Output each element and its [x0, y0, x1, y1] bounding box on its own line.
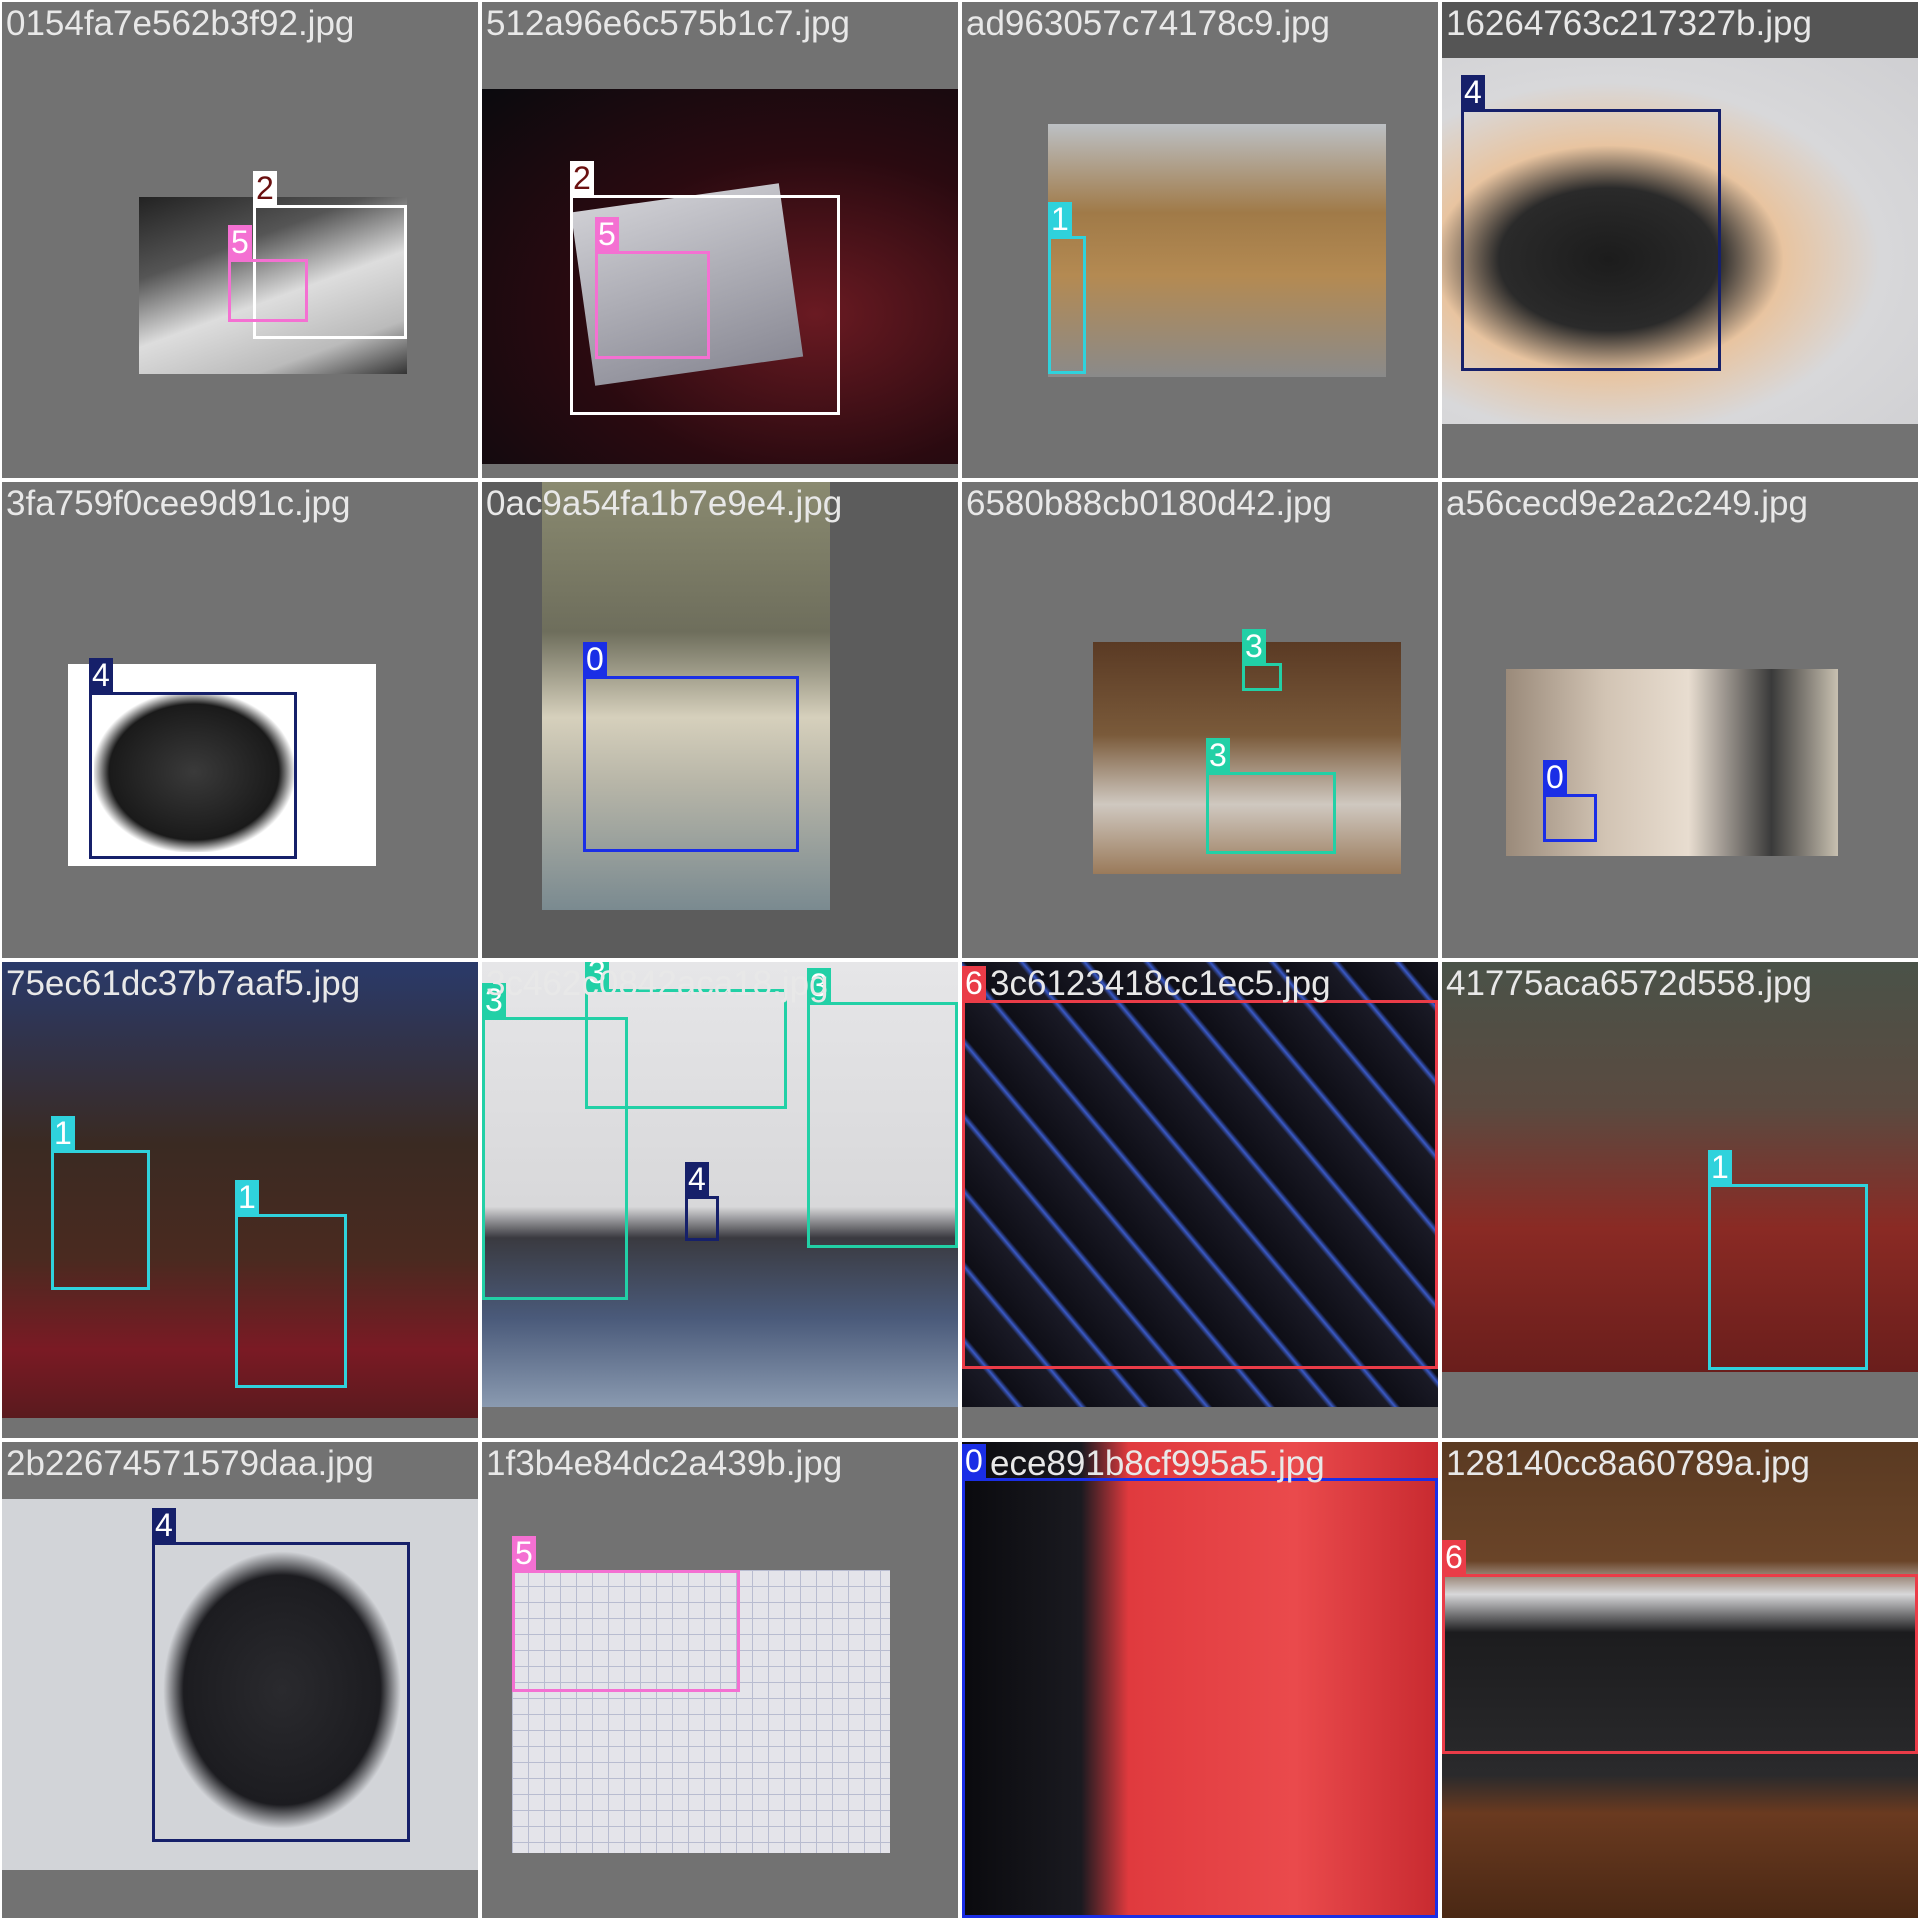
label-5: 5	[512, 1536, 536, 1570]
tile-2: 2 5 512a96e6c575b1c7.jpg	[482, 2, 958, 478]
bbox-4	[89, 692, 297, 859]
photo	[1093, 642, 1401, 874]
tile-6: 0 0ac9a54fa1b7e9e4.jpg	[482, 482, 958, 958]
mouse	[162, 1550, 402, 1830]
label-4: 4	[152, 1508, 176, 1542]
filename: 512a96e6c575b1c7.jpg	[486, 4, 850, 43]
label-5: 5	[595, 217, 619, 251]
bbox-3	[482, 1017, 628, 1300]
label-3: 3	[1242, 629, 1266, 663]
tile-4: 4 16264763c217327b.jpg	[1442, 2, 1918, 478]
label-0: 0	[1543, 760, 1567, 794]
label-0: 0	[583, 642, 607, 676]
bbox-2	[253, 205, 407, 339]
filename: a56cecd9e2a2c249.jpg	[1446, 484, 1808, 523]
mouse	[94, 692, 294, 852]
tile-13: 4 2b22674571579daa.jpg	[2, 1442, 478, 1918]
bbox-0	[1543, 794, 1597, 842]
bbox-6	[962, 1000, 1438, 1369]
filename: 6580b88cb0180d42.jpg	[966, 484, 1332, 523]
label-2: 2	[253, 171, 277, 205]
label-3: 3	[807, 968, 831, 1002]
bbox-2	[570, 195, 840, 415]
filename: 0ac9a54fa1b7e9e4.jpg	[486, 484, 843, 523]
filename: ad963057c74178c9.jpg	[966, 4, 1330, 43]
photo	[1442, 58, 1918, 424]
tile-5: 4 3fa759f0cee9d91c.jpg	[2, 482, 478, 958]
filename: 128140cc8a60789a.jpg	[1446, 1444, 1810, 1483]
filename: 75ec61dc37b7aaf5.jpg	[6, 964, 361, 1003]
bbox-3	[1206, 772, 1336, 854]
label-3: 3	[1206, 738, 1230, 772]
label-5: 5	[228, 225, 252, 259]
label-1: 1	[235, 1180, 259, 1214]
bbox-3	[807, 1002, 958, 1248]
bbox-0	[583, 676, 799, 852]
photo	[1048, 124, 1386, 377]
filename: 3fa759f0cee9d91c.jpg	[6, 484, 351, 523]
label-3: 3	[585, 962, 609, 989]
tile-8: 0 a56cecd9e2a2c249.jpg	[1442, 482, 1918, 958]
label-1: 1	[1048, 202, 1072, 236]
filename: 3c462c0842aca18.jpg	[486, 964, 829, 1003]
label-4: 4	[89, 658, 113, 692]
label-3: 3	[482, 983, 506, 1017]
filename: 0154fa7e562b3f92.jpg	[6, 4, 355, 43]
photo	[512, 1570, 890, 1853]
photo	[962, 962, 1438, 1407]
label-4: 4	[685, 1162, 709, 1196]
label-0: 0	[962, 1444, 986, 1478]
photo	[962, 1442, 1438, 1918]
filename: 41775aca6572d558.jpg	[1446, 964, 1812, 1003]
tile-7: 3 3 6580b88cb0180d42.jpg	[962, 482, 1438, 958]
label-1: 1	[51, 1116, 75, 1150]
filename: 3c6123418cc1ec5.jpg	[990, 964, 1331, 1003]
label-4: 4	[1461, 75, 1485, 109]
bbox-0	[962, 1478, 1438, 1918]
filename: 2b22674571579daa.jpg	[6, 1444, 374, 1483]
bbox-1	[51, 1150, 150, 1290]
tile-16: 6 128140cc8a60789a.jpg	[1442, 1442, 1918, 1918]
label-6: 6	[962, 966, 986, 1000]
bbox-6	[1442, 1574, 1918, 1754]
filename: ece891b8cf995a5.jpg	[990, 1444, 1325, 1483]
tile-11: 6 3c6123418cc1ec5.jpg	[962, 962, 1438, 1438]
top-band	[1442, 2, 1918, 58]
bbox-1	[1708, 1184, 1868, 1370]
tile-15: 0 ece891b8cf995a5.jpg	[962, 1442, 1438, 1918]
label-6: 6	[1442, 1540, 1466, 1574]
bbox-1	[235, 1214, 347, 1388]
bbox-4	[152, 1542, 410, 1842]
tile-9: 1 1 75ec61dc37b7aaf5.jpg	[2, 962, 478, 1438]
bbox-5	[512, 1570, 740, 1692]
bbox-4	[685, 1196, 719, 1241]
bbox-3	[1242, 663, 1282, 691]
tile-10: 3 3 3 4 3c462c0842aca18.jpg	[482, 962, 958, 1438]
photo	[1442, 962, 1918, 1372]
bbox-1	[1048, 236, 1086, 374]
tile-1: 2 5 0154fa7e562b3f92.jpg	[2, 2, 478, 478]
tile-3: 1 ad963057c74178c9.jpg	[962, 2, 1438, 478]
bbox-3	[585, 989, 787, 1109]
filename: 1f3b4e84dc2a439b.jpg	[486, 1444, 843, 1483]
filename: 16264763c217327b.jpg	[1446, 4, 1812, 43]
photo	[139, 197, 407, 374]
bbox-4	[1461, 109, 1721, 371]
label-2: 2	[570, 161, 594, 195]
photo	[482, 962, 958, 1407]
bbox-5	[228, 259, 308, 322]
photo	[1442, 1442, 1918, 1918]
label-1: 1	[1708, 1150, 1732, 1184]
tile-12: 1 41775aca6572d558.jpg	[1442, 962, 1918, 1438]
tile-14: 5 1f3b4e84dc2a439b.jpg	[482, 1442, 958, 1918]
photo	[542, 482, 830, 910]
bbox-5	[595, 251, 710, 359]
